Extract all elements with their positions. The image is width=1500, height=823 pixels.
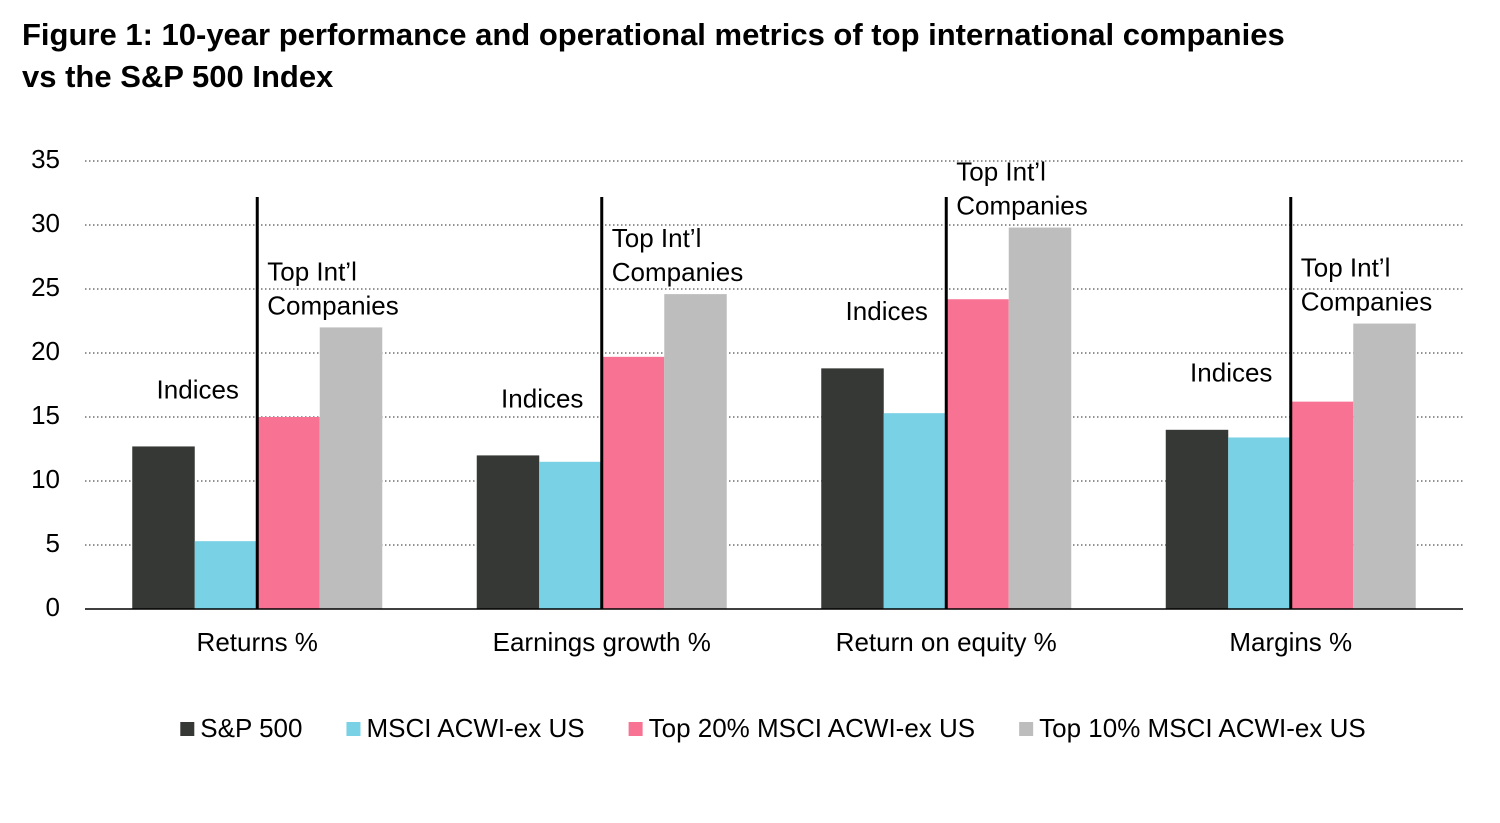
- legend-swatch: [180, 722, 195, 736]
- annotation: Companies: [612, 257, 744, 287]
- legend-label: MSCI ACWI-ex US: [366, 713, 584, 743]
- bar: [883, 413, 947, 609]
- bar: [319, 327, 383, 609]
- x-tick-label: Margins %: [1229, 627, 1352, 657]
- legend-label: S&P 500: [200, 713, 302, 743]
- x-tick-label: Return on equity %: [836, 627, 1057, 657]
- annotation: Indices: [501, 383, 583, 413]
- y-tick-label: 0: [46, 592, 60, 622]
- annotation: Top Int’l: [267, 256, 357, 286]
- x-tick-label: Earnings growth %: [493, 627, 711, 657]
- bar: [132, 446, 195, 609]
- y-tick-label: 25: [31, 272, 60, 302]
- bar: [1353, 323, 1416, 609]
- y-tick-label: 30: [31, 208, 60, 238]
- legend-label: Top 10% MSCI ACWI-ex US: [1039, 713, 1366, 743]
- bar: [1228, 437, 1291, 609]
- annotation: Companies: [267, 290, 399, 320]
- y-tick-label: 15: [31, 400, 60, 430]
- bar: [539, 461, 602, 609]
- annotation: Companies: [1301, 286, 1433, 316]
- y-tick-label: 20: [31, 336, 60, 366]
- bar: [821, 368, 884, 609]
- annotation: Indices: [157, 374, 239, 404]
- bar: [257, 417, 320, 609]
- annotation: Top Int’l: [1301, 252, 1391, 282]
- y-tick-label: 35: [31, 144, 60, 174]
- bar: [476, 455, 540, 609]
- y-tick-label: 5: [46, 528, 60, 558]
- bar: [1290, 401, 1354, 609]
- annotation: Indices: [1190, 358, 1272, 388]
- bar: [664, 294, 727, 609]
- legend-label: Top 20% MSCI ACWI-ex US: [649, 713, 976, 743]
- x-tick-label: Returns %: [197, 627, 318, 657]
- legend-swatch: [628, 722, 643, 736]
- bar: [1165, 429, 1229, 609]
- legend-swatch: [346, 722, 361, 736]
- chart-title: Figure 1: 10-year performance and operat…: [22, 17, 1285, 94]
- bar: [1008, 227, 1072, 609]
- legend-swatch: [1019, 722, 1034, 736]
- annotation: Top Int’l: [956, 156, 1046, 186]
- annotation: Companies: [956, 190, 1088, 220]
- bar: [194, 541, 258, 609]
- bar: [601, 356, 665, 609]
- y-tick-label: 10: [31, 464, 60, 494]
- annotation: Indices: [846, 296, 928, 326]
- bar: [946, 299, 1009, 609]
- annotation: Top Int’l: [612, 223, 702, 253]
